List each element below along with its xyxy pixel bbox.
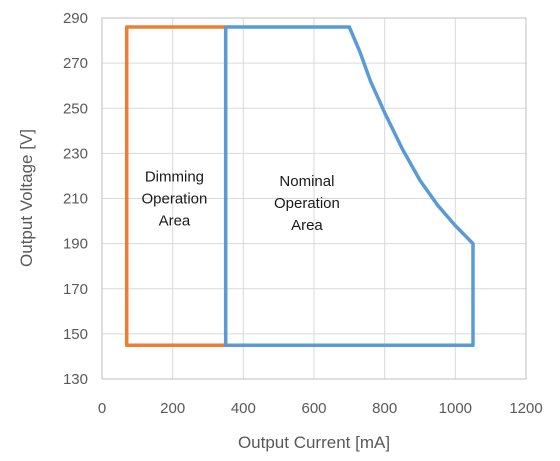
x-tick-label-0: 0 [98,400,106,417]
region-annotations: Dimming Operation Area Nominal Operation Area [141,169,339,235]
series-group [124,25,475,347]
annotation-1-line-2: Area [291,217,323,234]
y-tick-label-2: 170 [63,281,88,298]
gridlines [101,17,527,380]
y-tick-label-3: 190 [63,236,88,253]
annotation-1-line-0: Nominal [279,173,334,190]
x-tick-label-1: 200 [160,400,185,417]
x-tick-label-4: 800 [372,400,397,417]
x-tick-label-3: 600 [301,400,326,417]
x-tick-labels: 0 200 400 600 800 1000 1200 [98,400,543,417]
annotation-1-line-1: Operation [274,195,340,212]
series-outline-1 [223,25,475,347]
annotation-0-line-1: Operation [141,191,207,208]
x-tick-label-6: 1200 [509,400,542,417]
y-tick-label-8: 290 [63,10,88,27]
annotation-0: Dimming Operation Area [141,169,207,230]
y-tick-label-4: 210 [63,191,88,208]
y-axis-title: Output Voltage [V] [17,129,36,267]
y-tick-labels: 130 150 170 190 210 230 250 270 290 [63,10,88,388]
y-tick-label-0: 130 [63,371,88,388]
y-tick-label-6: 250 [63,100,88,117]
y-tick-label-1: 150 [63,326,88,343]
series-outline-0 [124,25,228,347]
x-axis-title: Output Current [mA] [238,433,390,452]
y-tick-label-5: 230 [63,145,88,162]
y-tick-label-7: 270 [63,55,88,72]
plot-frame [101,17,527,380]
annotation-0-line-0: Dimming [145,169,204,186]
x-tick-label-2: 400 [231,400,256,417]
annotation-1: Nominal Operation Area [274,173,340,234]
x-tick-label-5: 1000 [439,400,472,417]
annotation-0-line-2: Area [159,213,191,230]
